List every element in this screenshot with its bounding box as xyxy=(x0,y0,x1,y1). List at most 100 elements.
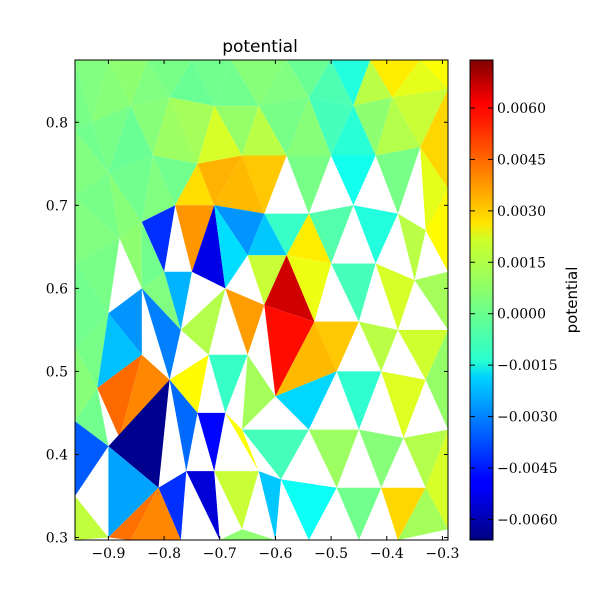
mesh-triangle xyxy=(75,197,120,264)
mesh-triangle xyxy=(108,155,153,222)
y-tick-label: 0.6 xyxy=(46,281,68,297)
y-tick-label: 0.4 xyxy=(46,447,68,463)
colorbar-tick-label: −0.0060 xyxy=(497,512,558,528)
mesh-triangle xyxy=(264,255,315,322)
mesh-triangle xyxy=(169,354,209,413)
mesh-triangle xyxy=(264,305,315,397)
mesh-triangle xyxy=(308,60,354,106)
mesh-triangle xyxy=(91,60,131,123)
mesh-triangle xyxy=(370,60,421,98)
mesh-triangle xyxy=(375,97,421,156)
mesh-triangle xyxy=(191,60,231,106)
y-axis: 0.3 0.4 0.5 0.6 0.7 0.8 xyxy=(46,115,448,547)
mesh-triangle xyxy=(147,60,192,98)
colorbar-tick-label: −0.0015 xyxy=(497,358,558,374)
mesh-triangle xyxy=(97,313,142,388)
mesh-triangle xyxy=(247,213,287,256)
mesh-triangle xyxy=(225,288,265,355)
mesh-triangle xyxy=(286,60,332,98)
colorbar-tick-label: 0.0060 xyxy=(497,101,546,117)
y-tick-label: 0.8 xyxy=(46,115,68,131)
mesh-triangle xyxy=(75,313,109,388)
mesh-triangle xyxy=(186,471,220,540)
mesh-triangle xyxy=(219,529,276,540)
mesh-triangle xyxy=(286,97,332,156)
mesh-triangle xyxy=(91,105,131,173)
colorbar-label: potential xyxy=(563,267,581,334)
mesh-triangle xyxy=(242,354,276,430)
mesh-triangle xyxy=(353,97,393,156)
mesh-triangle xyxy=(414,271,448,330)
mesh-triangle xyxy=(258,471,281,540)
mesh-triangle xyxy=(141,221,165,289)
mesh-triangle xyxy=(214,105,259,156)
mesh-triangle xyxy=(420,89,448,189)
mesh-triangle xyxy=(247,255,287,305)
mesh-triangle xyxy=(314,321,359,372)
mesh-triangle xyxy=(275,321,337,397)
y-tick-label: 0.7 xyxy=(46,198,68,214)
mesh-triangle xyxy=(75,388,109,447)
colorbar-axis: −0.0060 −0.0045 −0.0030 −0.0015 0.0000 0.0015… xyxy=(470,101,558,528)
mesh-triangle xyxy=(130,487,181,540)
mesh-triangle xyxy=(397,329,448,380)
triangle-mesh xyxy=(75,60,448,540)
x-tick-label: −0.6 xyxy=(258,546,292,562)
mesh-triangle xyxy=(381,371,426,438)
mesh-triangle xyxy=(258,97,309,156)
plot-frame xyxy=(74,59,449,541)
mesh-triangle xyxy=(152,155,198,206)
mesh-triangle xyxy=(242,429,309,480)
colorbar-tick-label: 0.0030 xyxy=(497,204,546,220)
mesh-triangle xyxy=(375,147,421,214)
colorbar-tick-label: 0.0000 xyxy=(497,307,546,323)
mesh-triangle xyxy=(75,130,109,197)
mesh-triangle xyxy=(308,97,354,156)
y-tick-label: 0.5 xyxy=(46,364,68,380)
mesh-triangle xyxy=(75,122,109,173)
colorbar-tick-label: 0.0045 xyxy=(497,152,546,168)
mesh-triangle xyxy=(214,60,259,106)
mesh-triangle xyxy=(175,163,215,206)
x-tick-label: −0.8 xyxy=(147,546,181,562)
mesh-triangle xyxy=(108,60,148,106)
mesh-triangle xyxy=(197,155,242,206)
mesh-triangle xyxy=(420,147,448,231)
mesh-triangle xyxy=(108,446,159,538)
mesh-triangle xyxy=(197,105,242,164)
mesh-triangle xyxy=(175,205,215,272)
mesh-triangle xyxy=(331,105,376,156)
mesh-triangle xyxy=(152,97,198,164)
colorbar-tick-label: −0.0030 xyxy=(497,410,558,426)
mesh-triangle xyxy=(353,60,393,106)
mesh-triangle xyxy=(214,205,248,289)
mesh-triangle xyxy=(158,471,187,540)
x-tick-label: −0.3 xyxy=(425,546,459,562)
mesh-triangle xyxy=(75,263,109,347)
mesh-triangle xyxy=(164,271,192,330)
mesh-triangle xyxy=(191,205,226,289)
mesh-triangle xyxy=(392,60,448,98)
mesh-triangle xyxy=(141,205,176,272)
mesh-triangle xyxy=(75,60,109,123)
mesh-triangle xyxy=(275,371,337,430)
mesh-triangle xyxy=(281,479,337,540)
x-tick-label: −0.7 xyxy=(203,546,237,562)
mesh-triangle xyxy=(108,487,159,540)
mesh-triangle xyxy=(225,412,259,472)
mesh-triangle xyxy=(381,487,426,540)
mesh-triangle xyxy=(397,487,448,540)
mesh-triangle xyxy=(242,105,287,156)
colorbar xyxy=(469,59,494,541)
mesh-triangle xyxy=(169,379,198,472)
mesh-triangle xyxy=(119,354,170,438)
mesh-triangle xyxy=(358,429,404,488)
mesh-triangle xyxy=(180,288,226,355)
mesh-triangle xyxy=(397,213,426,281)
mesh-triangle xyxy=(258,60,309,106)
mesh-triangle xyxy=(108,379,170,488)
mesh-triangle xyxy=(119,221,142,289)
mesh-triangle xyxy=(308,205,354,264)
mesh-triangle xyxy=(264,213,309,256)
